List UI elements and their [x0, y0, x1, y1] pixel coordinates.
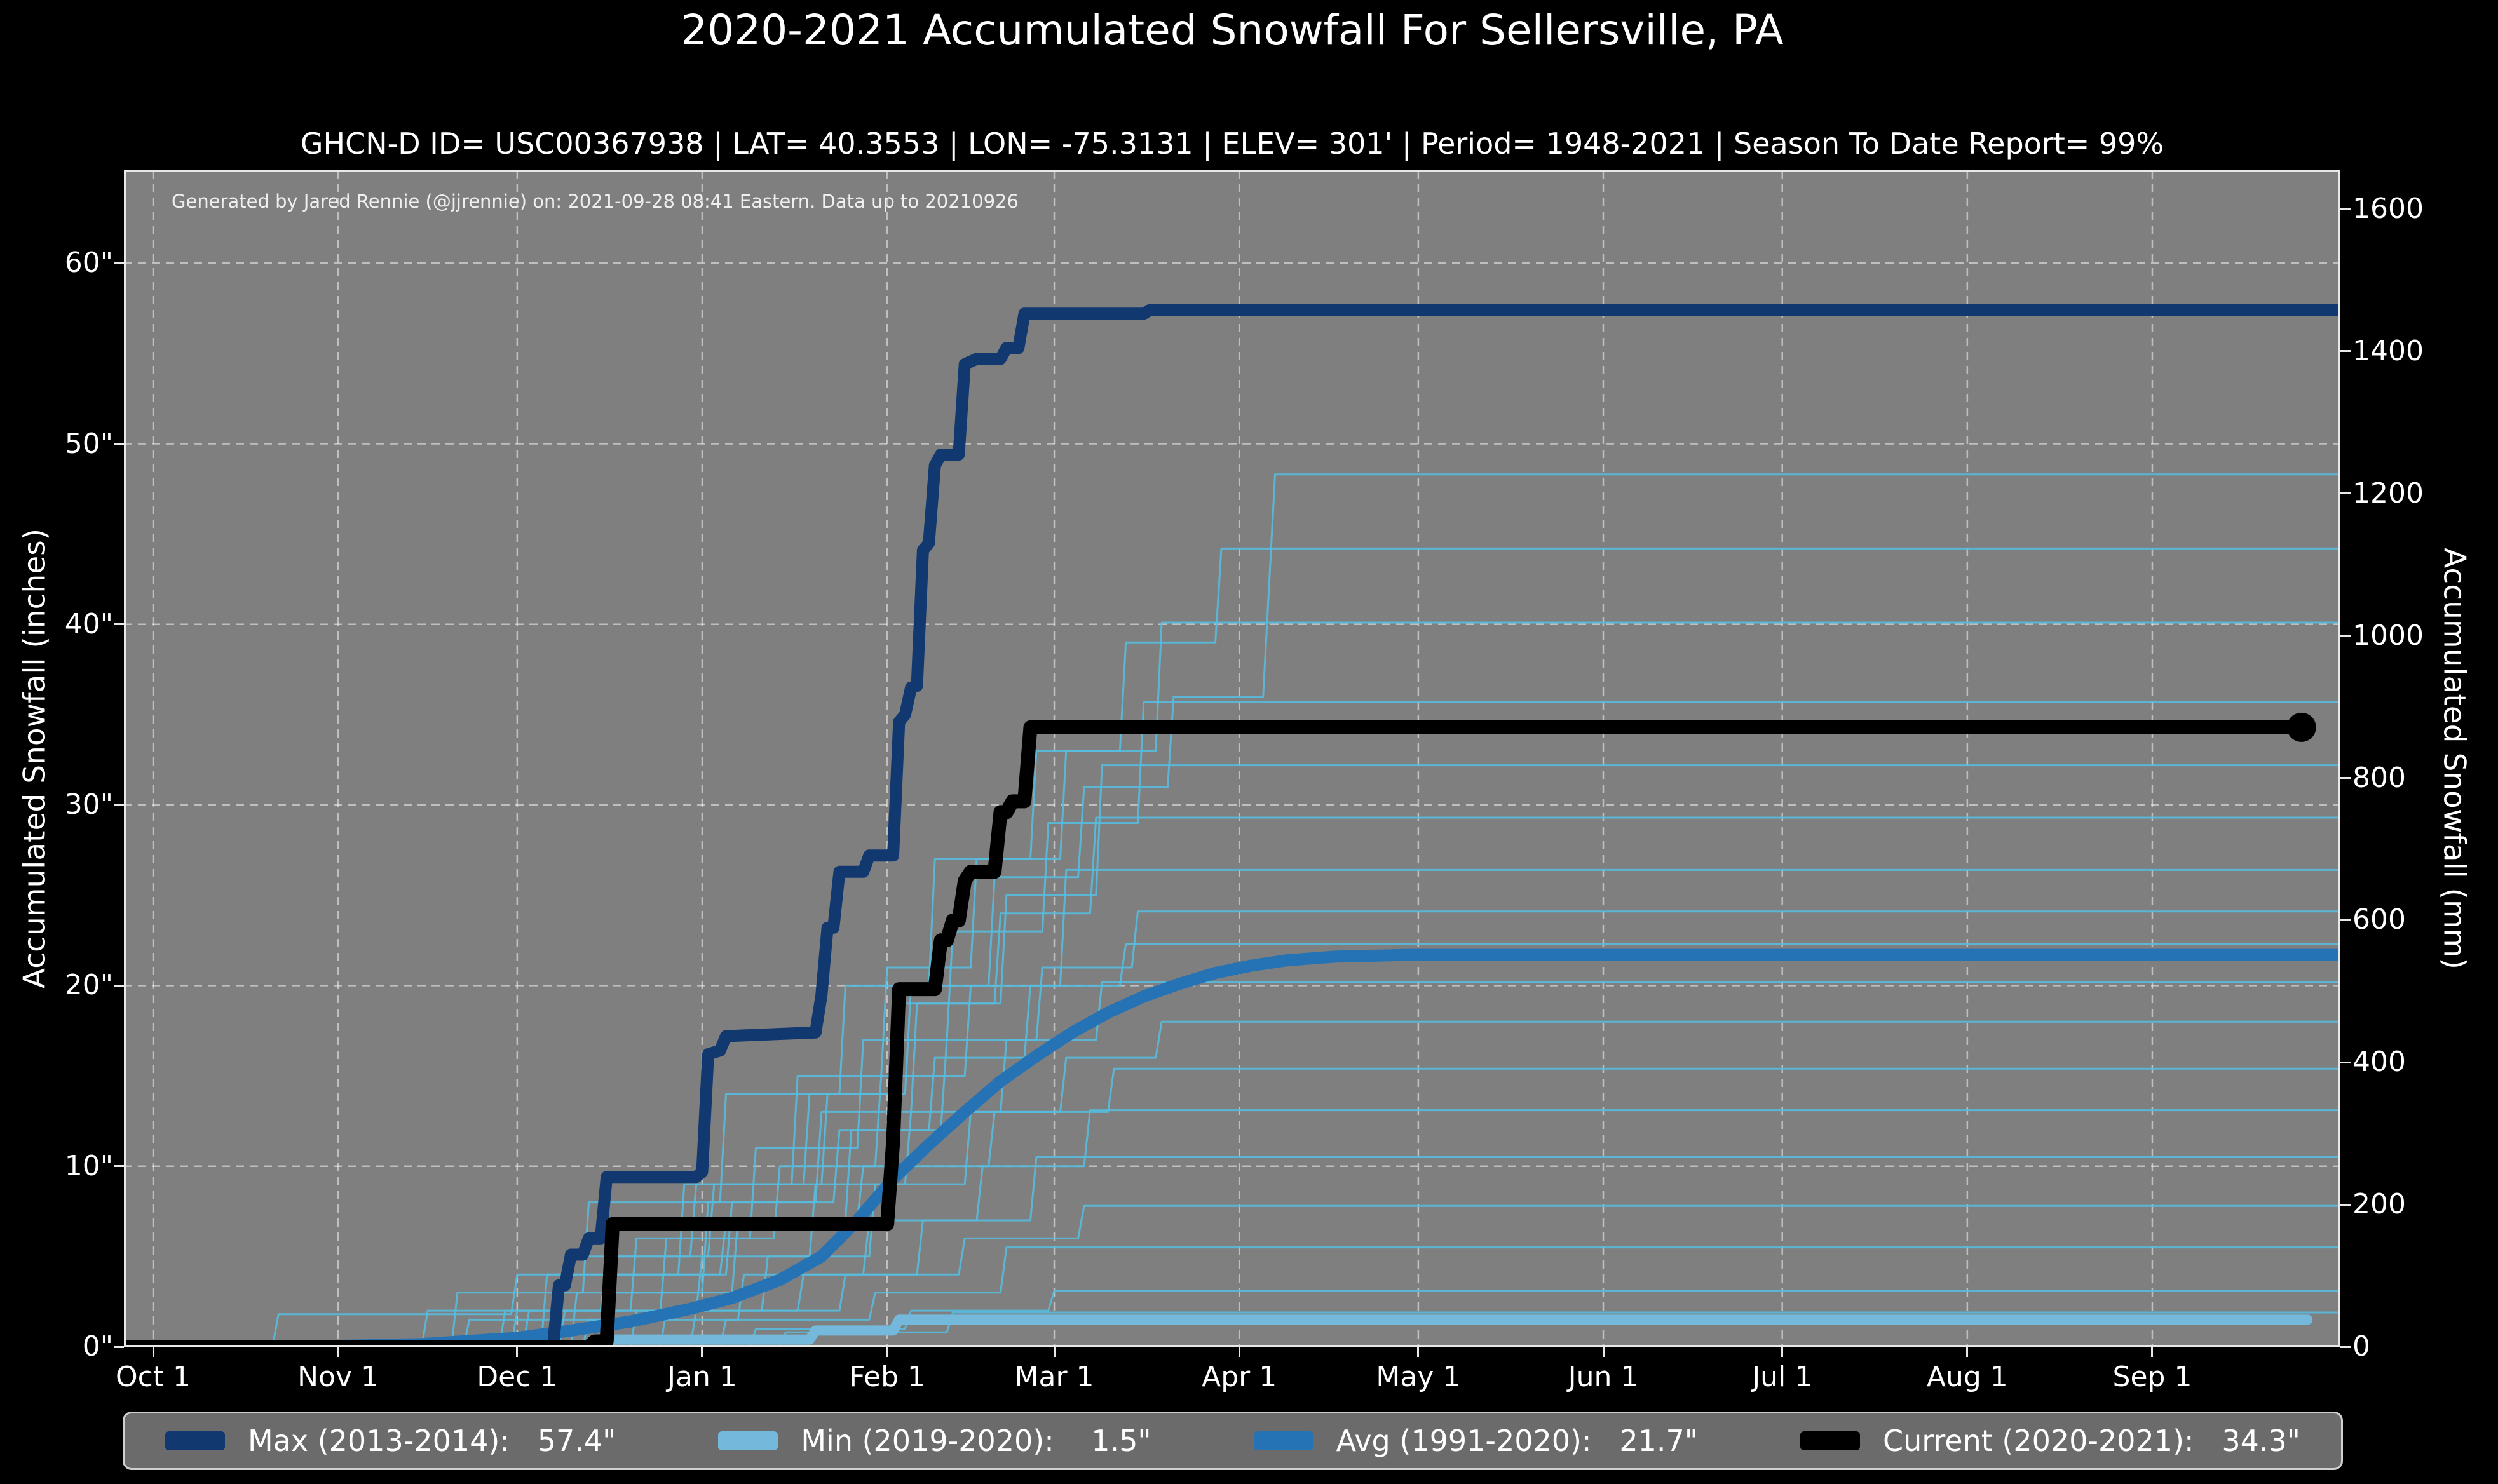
legend-item-current: Current (2020-2021): 34.3": [1800, 1424, 2300, 1458]
y-right-tick-mark: [2340, 777, 2351, 779]
legend-label-max: Max (2013-2014): 57.4": [248, 1424, 616, 1458]
page-title: 2020-2021 Accumulated Snowfall For Selle…: [681, 6, 1784, 55]
y-right-tick-label: 800: [2352, 761, 2406, 794]
history-season-line: [498, 701, 2340, 1347]
y-left-tick-label: 30": [64, 788, 113, 821]
x-tick-mark: [1053, 1347, 1056, 1357]
x-tick-mark: [701, 1347, 703, 1357]
history-season-line: [749, 1290, 2340, 1347]
y-right-tick-label: 1000: [2352, 619, 2424, 652]
y-right-tick-mark: [2340, 635, 2351, 637]
y-left-tick-label: 0": [82, 1330, 113, 1363]
chart-subtitle: GHCN-D ID= USC00367938 | LAT= 40.3553 | …: [300, 126, 2164, 161]
min-line-swatch: [718, 1431, 778, 1450]
series-line-avg: [124, 948, 2340, 1347]
y-right-tick-mark: [2340, 208, 2351, 210]
history-season-line: [719, 1246, 2340, 1347]
y-left-tick-label: 50": [64, 427, 113, 460]
x-tick-mark: [2151, 1347, 2154, 1357]
y-left-tick-label: 60": [64, 246, 113, 280]
x-tick-label: Jun 1: [1568, 1361, 1639, 1393]
series-line-max: [124, 304, 2340, 1347]
y-axis-right-title: Accumulated Snowfall (mm): [2436, 548, 2472, 969]
history-season-line: [558, 981, 2340, 1347]
x-tick-label: Apr 1: [1202, 1361, 1277, 1393]
y-right-tick-mark: [2340, 492, 2351, 495]
y-left-tick-label: 40": [64, 607, 113, 640]
legend-label-current: Current (2020-2021): 34.3": [1883, 1424, 2300, 1458]
x-tick-label: Jul 1: [1752, 1361, 1813, 1393]
y-left-tick-mark: [114, 262, 124, 264]
y-left-tick-label: 20": [64, 969, 113, 1002]
legend-item-max: Max (2013-2014): 57.4": [165, 1424, 616, 1458]
x-tick-label: Mar 1: [1014, 1361, 1094, 1393]
y-left-tick-mark: [114, 623, 124, 626]
y-left-tick-mark: [114, 804, 124, 806]
x-tick-mark: [886, 1347, 888, 1357]
x-tick-label: Oct 1: [115, 1361, 191, 1393]
x-tick-label: Feb 1: [849, 1361, 926, 1393]
avg-line-swatch: [1253, 1431, 1313, 1450]
y-right-tick-label: 400: [2352, 1046, 2406, 1079]
y-right-tick-label: 200: [2352, 1188, 2406, 1221]
y-right-tick-label: 1600: [2352, 192, 2424, 226]
legend-label-avg: Avg (1991-2020): 21.7": [1336, 1424, 1698, 1458]
y-right-tick-label: 1400: [2352, 334, 2424, 367]
x-tick-mark: [1417, 1347, 1420, 1357]
legend-item-min: Min (2019-2020): 1.5": [718, 1424, 1151, 1458]
current-line-end-dot: [2286, 712, 2316, 742]
history-season-line: [569, 764, 2340, 1347]
plot-area: Generated by Jared Rennie (@jjrennie) on…: [124, 170, 2340, 1347]
x-tick-label: Aug 1: [1926, 1361, 2008, 1393]
y-left-tick-mark: [114, 1346, 124, 1348]
current-line-swatch: [1800, 1431, 1860, 1450]
y-left-tick-label: 10": [64, 1149, 113, 1182]
max-line-swatch: [165, 1431, 225, 1450]
y-right-tick-label: 1200: [2352, 476, 2424, 509]
x-tick-mark: [516, 1347, 519, 1357]
x-tick-label: Dec 1: [477, 1361, 558, 1393]
plot-border: [124, 170, 2340, 1347]
x-tick-label: May 1: [1376, 1361, 1461, 1393]
history-season-line: [689, 1204, 2340, 1347]
legend-label-min: Min (2019-2020): 1.5": [801, 1424, 1151, 1458]
x-tick-label: Nov 1: [297, 1361, 379, 1393]
x-tick-mark: [1781, 1347, 1784, 1357]
y-left-tick-mark: [114, 443, 124, 445]
series-line-current: [124, 720, 2309, 1347]
y-axis-left-title: Accumulated Snowfall (inches): [17, 528, 53, 989]
legend-item-avg: Avg (1991-2020): 21.7": [1253, 1424, 1698, 1458]
x-tick-mark: [1238, 1347, 1240, 1357]
x-tick-label: Jan 1: [667, 1361, 737, 1393]
y-left-tick-mark: [114, 1165, 124, 1168]
x-tick-mark: [1966, 1347, 1969, 1357]
y-right-tick-mark: [2340, 1203, 2351, 1206]
history-season-line: [540, 621, 2340, 1347]
y-right-tick-label: 0: [2352, 1330, 2370, 1363]
y-left-tick-mark: [114, 984, 124, 987]
x-tick-mark: [152, 1347, 154, 1357]
y-right-tick-mark: [2340, 350, 2351, 353]
y-right-tick-mark: [2340, 919, 2351, 921]
chart-canvas: [124, 170, 2340, 1347]
credit-annotation: Generated by Jared Rennie (@jjrennie) on…: [172, 191, 1019, 212]
x-tick-label: Sep 1: [2112, 1361, 2192, 1393]
x-tick-mark: [337, 1347, 339, 1357]
history-season-line: [462, 943, 2340, 1347]
x-tick-mark: [1602, 1347, 1605, 1357]
y-right-tick-mark: [2340, 1061, 2351, 1063]
y-right-tick-mark: [2340, 1346, 2351, 1348]
legend: Max (2013-2014): 57.4" Min (2019-2020): …: [123, 1412, 2343, 1470]
y-right-tick-label: 600: [2352, 903, 2406, 936]
